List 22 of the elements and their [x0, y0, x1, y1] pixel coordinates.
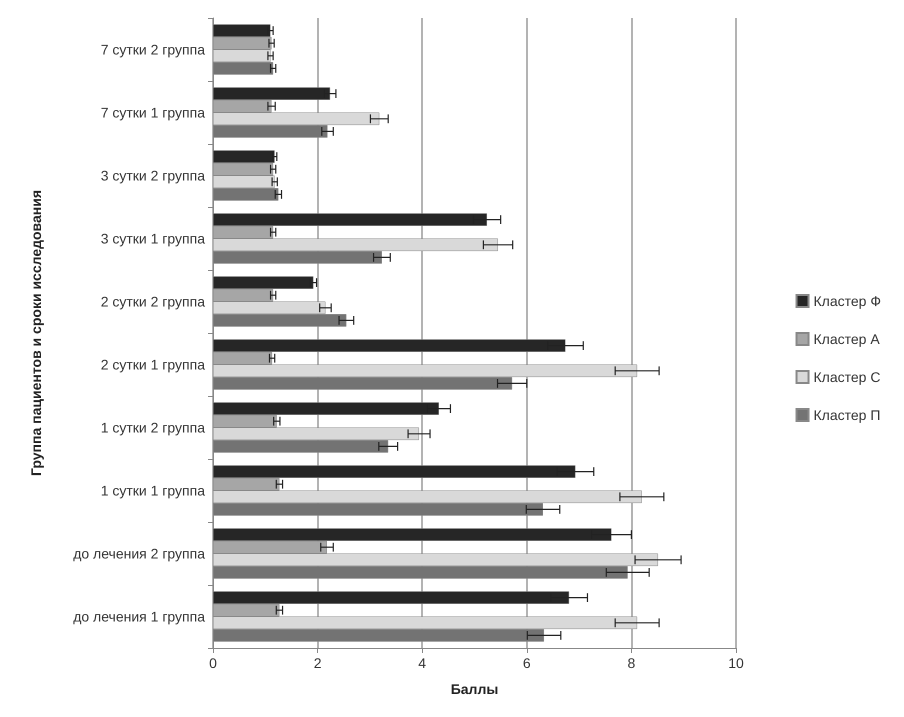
y-tick-label: до лечения 2 группа	[73, 546, 206, 562]
y-tick-label: 7 сутки 2 группа	[100, 42, 206, 58]
y-tick-label: 3 сутки 2 группа	[100, 168, 206, 184]
y-axis-title: Группа пациентов и сроки исследования	[28, 190, 44, 476]
legend-label: Кластер П	[814, 407, 880, 423]
x-axis-title: Баллы	[450, 681, 498, 697]
legend-label: Кластер С	[814, 369, 880, 385]
x-tick-label: 10	[728, 655, 744, 671]
y-tick-label: 1 сутки 1 группа	[100, 482, 206, 498]
y-tick-label: до лечения 1 группа	[73, 608, 206, 624]
x-tick-label: 2	[314, 655, 322, 671]
legend-label: Кластер Ф	[814, 293, 882, 309]
y-tick-label: 2 сутки 1 группа	[100, 356, 206, 372]
x-tick-label: 6	[522, 655, 531, 671]
y-tick-label: 2 сутки 2 группа	[100, 294, 206, 310]
y-tick-label: 3 сутки 1 группа	[100, 230, 206, 246]
x-tick-label: 8	[628, 655, 636, 671]
y-tick-label: 7 сутки 1 группа	[100, 104, 206, 120]
x-tick-label: 4	[418, 655, 426, 671]
x-tick-label: 0	[209, 655, 218, 671]
y-tick-label: 1 сутки 2 группа	[100, 420, 206, 436]
legend-label: Кластер А	[814, 331, 880, 347]
